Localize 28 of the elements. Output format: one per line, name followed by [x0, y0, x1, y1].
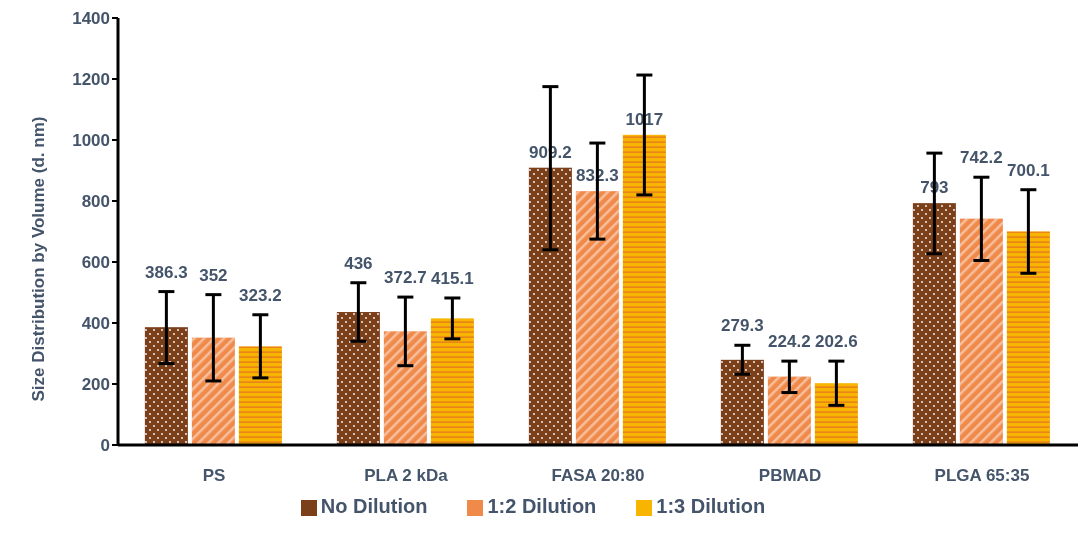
data-label: 323.2: [239, 285, 282, 305]
y-tick-label: 1400: [72, 9, 110, 29]
data-label: 415.1: [431, 268, 474, 288]
y-tick-label: 200: [81, 375, 110, 395]
legend-label: No Dilution: [320, 495, 428, 517]
data-label: 352: [199, 265, 228, 285]
x-tick-label: PS: [202, 466, 226, 486]
y-tick-label: 800: [81, 192, 110, 212]
y-tick-label: 400: [81, 314, 110, 334]
data-label: 372.7: [384, 268, 427, 288]
y-tick-label: 1000: [72, 131, 110, 151]
data-label: 202.6: [815, 332, 858, 352]
data-label: 700.1: [1007, 160, 1050, 180]
data-label: 279.3: [721, 316, 764, 336]
y-tick-label: 0: [100, 436, 110, 456]
data-label: 436: [344, 253, 373, 273]
y-tick-label: 1200: [72, 70, 110, 90]
data-label: 742.2: [960, 148, 1003, 168]
x-tick-label: PLA 2 kDa: [364, 466, 449, 486]
data-label: 386.3: [145, 262, 188, 282]
x-tick-label: FASA 20:80: [551, 466, 645, 486]
data-label: 224.2: [768, 332, 811, 352]
legend-label: 1:3 Dilution: [656, 495, 766, 517]
x-tick-label: PBMAD: [758, 466, 822, 486]
x-tick-label: PLGA 65:35: [934, 466, 1030, 486]
y-axis-title: Size Distribution by Volume (d. nm): [29, 116, 49, 402]
legend-label: 1:2 Dilution: [487, 495, 597, 517]
y-tick-label: 600: [81, 253, 110, 273]
